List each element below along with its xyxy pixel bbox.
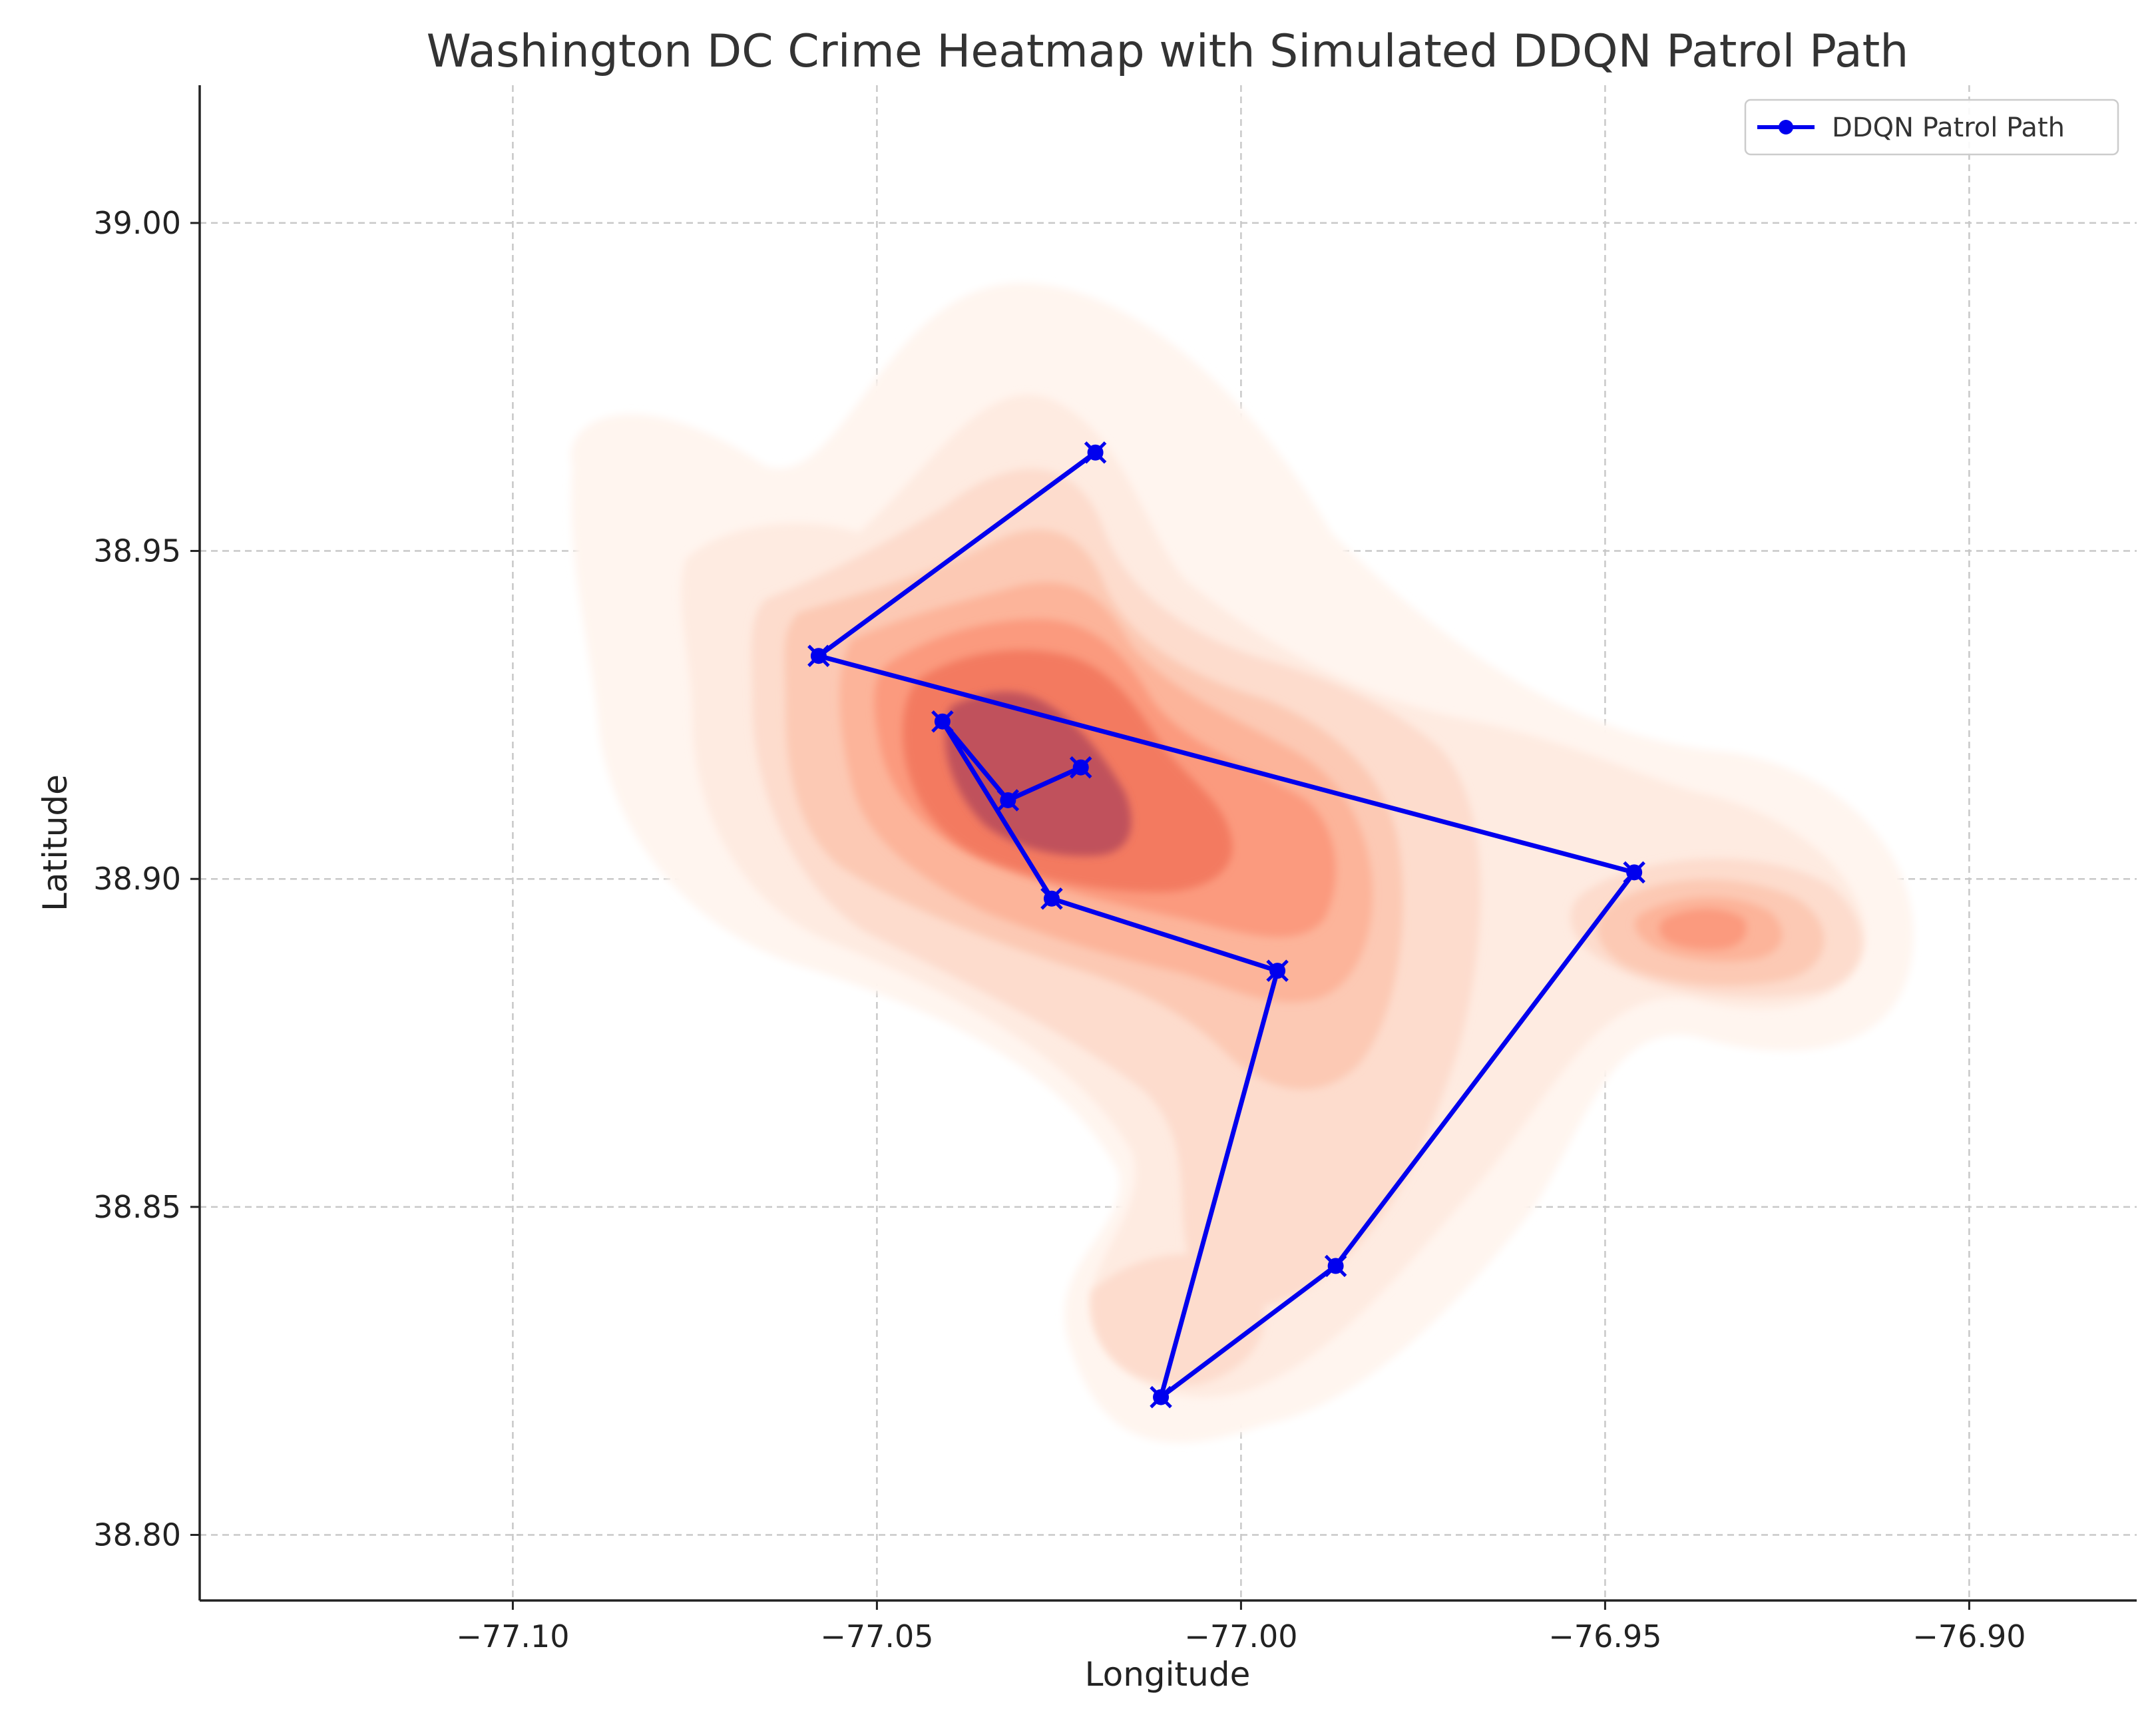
patrol-path-line bbox=[816, 450, 1637, 1400]
y-axis-label: Latitude bbox=[36, 774, 75, 911]
x-axis-label: Longitude bbox=[1085, 1655, 1251, 1694]
density-level-8 bbox=[945, 692, 1132, 856]
y-tick-label: 38.80 bbox=[93, 1517, 181, 1553]
y-tick-label: 39.00 bbox=[93, 205, 181, 241]
y-tick-label: 38.90 bbox=[93, 861, 181, 897]
x-tick-label: −76.95 bbox=[1548, 1618, 1661, 1654]
x-tick-label: −77.05 bbox=[820, 1618, 933, 1654]
x-tick-label: −77.10 bbox=[456, 1618, 569, 1654]
patrol-point bbox=[996, 789, 1020, 812]
crime-density-heatmap bbox=[570, 282, 1914, 1443]
patrol-point bbox=[1623, 861, 1645, 884]
patrol-point bbox=[1084, 441, 1107, 464]
x-axis-ticks: −77.10 −77.05 −77.00 −76.95 −76.90 bbox=[456, 1600, 2026, 1654]
patrol-point bbox=[1266, 959, 1289, 982]
legend: DDQN Patrol Path bbox=[1744, 99, 2119, 156]
legend-box bbox=[1744, 99, 2119, 156]
axes bbox=[198, 85, 2137, 1602]
patrol-point bbox=[807, 644, 830, 667]
legend-entry-label: DDQN Patrol Path bbox=[1832, 113, 2065, 143]
patrol-point bbox=[1040, 887, 1063, 910]
y-tick-label: 38.95 bbox=[93, 533, 181, 569]
chart-title: Washington DC Crime Heatmap with Simulat… bbox=[427, 25, 1909, 78]
x-tick-label: −77.00 bbox=[1184, 1618, 1297, 1654]
patrol-path-series bbox=[807, 441, 1645, 1409]
patrol-point bbox=[1150, 1385, 1172, 1409]
patrol-point bbox=[931, 710, 954, 733]
patrol-point bbox=[1069, 756, 1092, 779]
patrol-point bbox=[1324, 1254, 1347, 1278]
y-tick-label: 38.85 bbox=[93, 1189, 181, 1225]
x-tick-label: −76.90 bbox=[1912, 1618, 2026, 1654]
legend-marker-swatch bbox=[1779, 120, 1793, 134]
y-axis-ticks: 38.80 38.85 38.90 38.95 39.00 bbox=[93, 205, 200, 1553]
